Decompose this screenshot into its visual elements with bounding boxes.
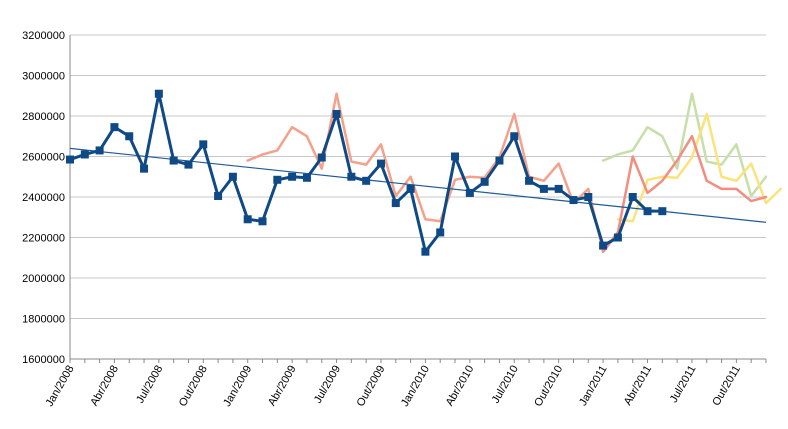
data-point-marker — [451, 152, 460, 161]
x-tick-label: Jan/2010 — [399, 364, 432, 409]
data-point-marker — [436, 228, 445, 237]
data-point-marker — [332, 109, 341, 118]
data-point-marker — [273, 175, 282, 184]
data-point-marker — [302, 173, 311, 182]
data-point-marker — [95, 146, 104, 155]
data-point-marker — [658, 207, 667, 216]
data-point-marker — [539, 184, 548, 193]
data-point-marker — [362, 176, 371, 185]
y-tick-label: 3200000 — [22, 30, 65, 42]
data-point-marker — [80, 150, 89, 159]
axes — [69, 35, 767, 363]
x-tick-label: Out/2008 — [177, 364, 210, 409]
data-point-marker — [599, 241, 608, 250]
data-point-marker — [613, 233, 622, 242]
data-point-marker — [495, 156, 504, 165]
series-line-2 — [601, 92, 768, 198]
data-point-marker — [465, 188, 474, 197]
data-point-marker — [510, 132, 519, 141]
data-point-marker — [554, 184, 563, 193]
series-line-5 — [68, 92, 664, 254]
data-point-marker — [125, 132, 134, 141]
data-point-marker — [243, 215, 252, 224]
data-point-marker — [406, 184, 415, 193]
x-tick-label: Jul/2008 — [134, 364, 165, 406]
x-tick-label: Abr/2011 — [622, 364, 654, 408]
y-tick-label: 2000000 — [22, 273, 65, 285]
series-markers — [66, 89, 667, 256]
data-point-marker — [214, 191, 223, 200]
y-tick-label: 2400000 — [22, 192, 65, 204]
y-tick-label: 1600000 — [22, 354, 65, 366]
x-tick-label: Abr/2008 — [88, 364, 121, 409]
x-tick-label: Jan/2011 — [577, 364, 610, 408]
series-lines — [246, 92, 783, 253]
data-point-marker — [169, 156, 178, 165]
data-point-marker — [569, 196, 578, 205]
y-tick-labels: 1600000 1800000 2000000 2200000 2400000 26000… — [22, 30, 65, 366]
x-tick-label: Abr/2009 — [266, 364, 299, 409]
y-tick-label: 1800000 — [22, 314, 65, 326]
x-tick-label: Out/2009 — [355, 364, 388, 409]
data-point-marker — [154, 89, 163, 98]
series-line-1 — [246, 92, 620, 253]
data-point-marker — [199, 140, 208, 149]
data-point-marker — [228, 172, 237, 181]
data-point-marker — [421, 247, 430, 256]
x-tick-label: Out/2010 — [532, 364, 565, 409]
y-tick-label: 2200000 — [22, 233, 65, 245]
data-point-marker — [628, 193, 637, 201]
data-point-marker — [480, 177, 489, 186]
x-tick-label: Jul/2010 — [490, 364, 521, 406]
data-point-marker — [347, 172, 356, 181]
x-tick-label: Jul/2011 — [668, 364, 699, 405]
x-tick-label: Jan/2008 — [44, 364, 77, 409]
x-tick-label: Jan/2009 — [221, 364, 254, 409]
data-point-marker — [110, 123, 119, 132]
x-tick-label: Jul/2009 — [312, 364, 343, 406]
y-tick-label: 3000000 — [22, 71, 65, 83]
y-tick-label: 2600000 — [22, 152, 65, 164]
data-point-marker — [288, 172, 297, 181]
data-point-marker — [376, 159, 385, 168]
data-point-marker — [66, 155, 74, 164]
data-point-marker — [258, 217, 267, 226]
data-point-marker — [525, 176, 534, 185]
data-point-marker — [317, 153, 326, 162]
x-tick-label: Out/2011 — [710, 364, 743, 408]
y-tick-label: 2800000 — [22, 111, 65, 123]
data-point-marker — [391, 199, 400, 208]
data-point-marker — [643, 207, 652, 216]
series-line-4 — [601, 135, 768, 253]
x-tick-labels: Jan/2008 Abr/2008 Jul/2008 Out/2008 Jan/2009… — [44, 364, 743, 409]
data-point-marker — [584, 193, 593, 201]
data-point-marker — [184, 160, 193, 169]
x-tick-label: Abr/2010 — [444, 364, 477, 409]
data-point-marker — [140, 164, 149, 173]
